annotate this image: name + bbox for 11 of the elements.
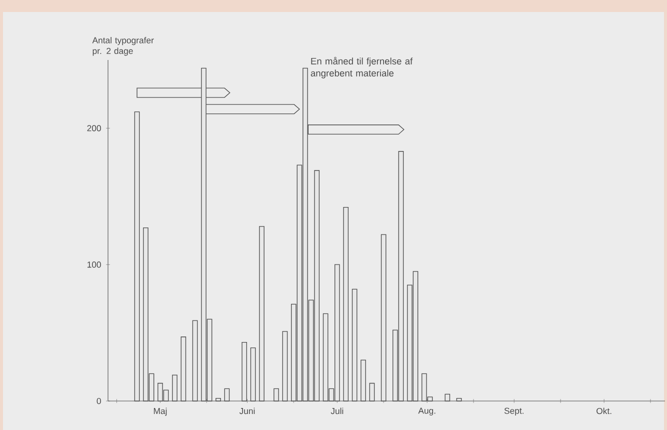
y-axis-title: Antal typografer pr. 2 dage	[92, 36, 154, 56]
x-tick-label: Sept.	[504, 408, 524, 416]
y-tick-label: 100	[88, 262, 101, 268]
x-tick-label: Okt.	[596, 408, 612, 414]
annotation: En måned til fjernelse af angrebent materiale	[310, 56, 413, 78]
x-tick-label: Maj	[154, 408, 167, 416]
x-tick-label: Juni	[239, 408, 255, 414]
x-tick-label: Aug.	[418, 408, 436, 416]
y-tick-label: 0	[96, 398, 101, 404]
x-tick-label: Juli	[330, 408, 344, 414]
y-tick-label: 200	[87, 125, 101, 132]
